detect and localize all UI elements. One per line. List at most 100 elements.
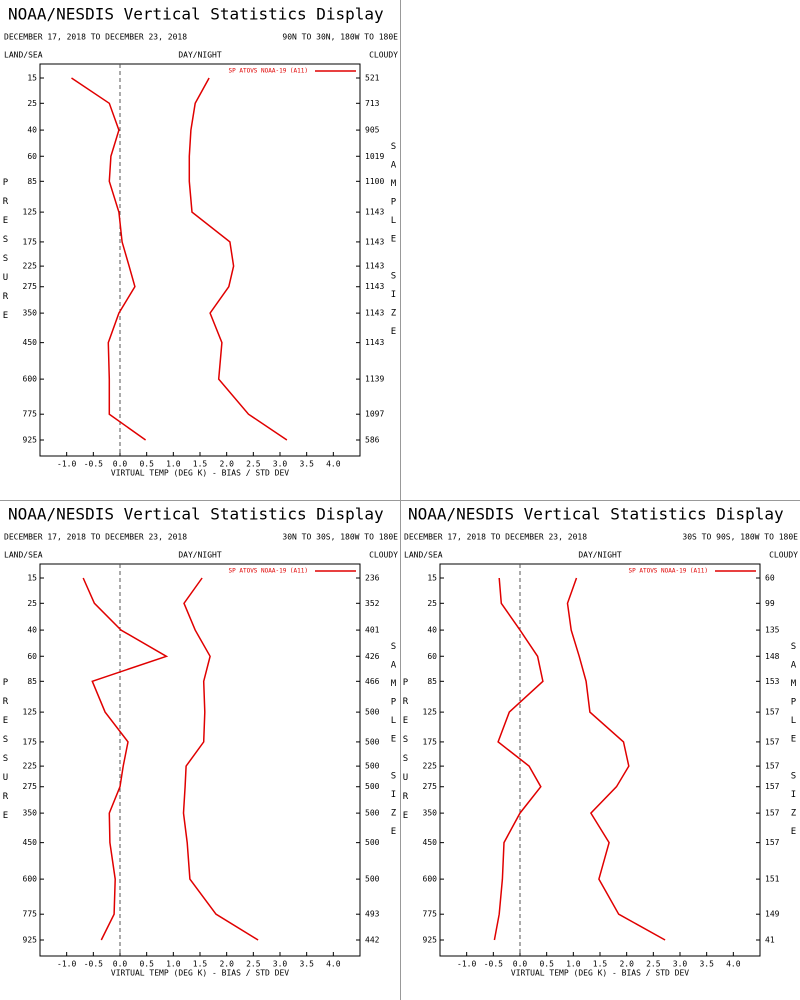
legend-label: SP ATOVS NOAA-19 (A11) <box>629 568 708 575</box>
sample-size-label: 1143 <box>365 282 384 291</box>
y-tick-label: 60 <box>27 152 37 161</box>
region: 30N TO 30S, 180W TO 180E <box>282 533 398 542</box>
y-tick-label: 350 <box>23 809 38 818</box>
y-tick-label: 225 <box>23 762 38 771</box>
x-tick-label: 2.0 <box>219 460 234 469</box>
x-tick-label: 0.0 <box>513 960 528 969</box>
x-tick-label: 2.0 <box>219 960 234 969</box>
y-tick-label: 40 <box>27 626 37 635</box>
y-tick-label: 925 <box>23 436 38 445</box>
y-tick-label: 775 <box>23 910 38 919</box>
sample-size-label: 1143 <box>365 237 384 246</box>
region: 90N TO 30N, 180W TO 180E <box>282 33 398 42</box>
surface-label: LAND/SEA <box>404 551 443 560</box>
sample-size-label: 500 <box>365 809 380 818</box>
y-tick-label: 450 <box>423 838 438 847</box>
x-tick-label: 0.5 <box>539 960 554 969</box>
y-tick-label: 225 <box>23 262 38 271</box>
sample-size-label: 500 <box>365 737 380 746</box>
legend-label: SP ATOVS NOAA-19 (A11) <box>229 568 308 575</box>
x-tick-label: 4.0 <box>326 460 341 469</box>
region: 30S TO 90S, 180W TO 180E <box>682 533 798 542</box>
plot-frame <box>439 563 761 957</box>
sample-size-label: 157 <box>765 838 780 847</box>
x-tick-label: 0.0 <box>113 460 128 469</box>
time-label: DAY/NIGHT <box>178 551 222 560</box>
y-tick-label: 275 <box>23 282 38 291</box>
y-tick-label: 175 <box>423 737 438 746</box>
sample-size-label: 60 <box>765 574 775 583</box>
sample-size-label: 1143 <box>365 208 384 217</box>
x-tick-label: 1.0 <box>166 960 181 969</box>
y-tick-label: 25 <box>427 599 437 608</box>
y-tick-label: 275 <box>23 782 38 791</box>
y-axis-label: PRESSURE <box>1 178 11 330</box>
sample-size-label: 466 <box>365 677 380 686</box>
sample-size-label: 148 <box>765 652 780 661</box>
date-range: DECEMBER 17, 2018 TO DECEMBER 23, 2018 <box>404 533 587 542</box>
chart-title: NOAA/NESDIS Vertical Statistics Display <box>408 505 784 524</box>
x-tick-label: 1.0 <box>166 460 181 469</box>
x-tick-label: -0.5 <box>84 460 103 469</box>
x-tick-label: 2.5 <box>246 960 261 969</box>
sample-size-label: 500 <box>365 838 380 847</box>
surface-label: LAND/SEA <box>4 551 43 560</box>
sample-size-label: 500 <box>365 782 380 791</box>
date-range: DECEMBER 17, 2018 TO DECEMBER 23, 2018 <box>4 33 187 42</box>
x-tick-label: 1.0 <box>566 960 581 969</box>
chart-panel: NOAA/NESDIS Vertical Statistics Display D… <box>401 505 799 978</box>
sample-size-label: 153 <box>765 677 780 686</box>
sample-size-label: 99 <box>765 599 775 608</box>
time-label: DAY/NIGHT <box>178 51 222 60</box>
bias-line <box>82 577 169 941</box>
sample-size-label: 352 <box>365 599 380 608</box>
y-tick-label: 350 <box>23 309 38 318</box>
x-tick-label: 3.5 <box>299 960 314 969</box>
time-label: DAY/NIGHT <box>578 551 622 560</box>
y-tick-label: 85 <box>27 677 37 686</box>
y-tick-label: 350 <box>423 809 438 818</box>
sample-size-label: 1143 <box>365 309 384 318</box>
plot-frame <box>39 63 361 457</box>
sky-label: CLOUDY <box>769 551 798 560</box>
y-tick-label: 40 <box>27 126 37 135</box>
x-tick-label: 3.0 <box>673 960 688 969</box>
sample-size-label: 521 <box>365 74 380 83</box>
sky-label: CLOUDY <box>369 551 398 560</box>
sample-size-label: 1019 <box>365 152 384 161</box>
y-tick-label: 15 <box>427 574 437 583</box>
x-tick-label: 2.5 <box>646 960 661 969</box>
y-tick-label: 600 <box>23 375 38 384</box>
y-tick-label: 925 <box>23 936 38 945</box>
plot-frame <box>39 563 361 957</box>
x-tick-label: 0.0 <box>113 960 128 969</box>
sample-size-label: 713 <box>365 99 380 108</box>
y-tick-label: 450 <box>23 838 38 847</box>
sample-size-label: 1139 <box>365 375 384 384</box>
y2-axis-label: SAMPLE SIZE <box>389 142 399 346</box>
sample-size-label: 500 <box>365 762 380 771</box>
chart-panel: NOAA/NESDIS Vertical Statistics Display D… <box>1 5 399 478</box>
x-tick-label: -1.0 <box>57 960 76 969</box>
y2-axis-label: SAMPLE SIZE <box>389 642 399 846</box>
y-tick-label: 15 <box>27 74 37 83</box>
x-tick-label: 1.5 <box>193 960 208 969</box>
y-tick-label: 925 <box>423 936 438 945</box>
chart-title: NOAA/NESDIS Vertical Statistics Display <box>8 505 384 524</box>
y-tick-label: 60 <box>427 652 437 661</box>
sample-size-label: 157 <box>765 809 780 818</box>
y-tick-label: 600 <box>23 875 38 884</box>
std_dev-line <box>188 77 288 441</box>
sample-size-label: 236 <box>365 574 380 583</box>
std_dev-line <box>182 577 259 941</box>
chart-title: NOAA/NESDIS Vertical Statistics Display <box>8 5 384 24</box>
x-tick-label: 2.5 <box>246 460 261 469</box>
x-tick-label: 2.0 <box>619 960 634 969</box>
y-tick-label: 85 <box>427 677 437 686</box>
y-tick-label: 175 <box>23 737 38 746</box>
y-tick-label: 15 <box>27 574 37 583</box>
x-tick-label: -1.0 <box>57 460 76 469</box>
x-tick-label: 0.5 <box>139 460 154 469</box>
sample-size-label: 157 <box>765 737 780 746</box>
